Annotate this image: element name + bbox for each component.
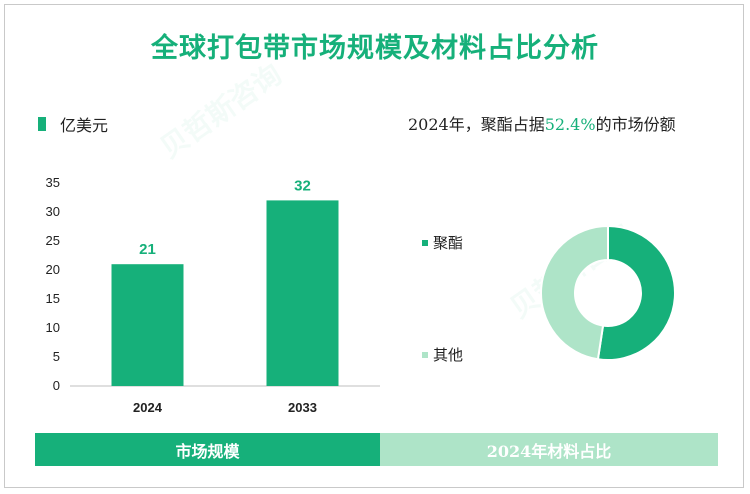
donut-slice (596, 224, 676, 361)
bar-chart: 0 5 10 15 20 25 30 35 21 2024 32 2033 (46, 175, 380, 415)
y-tick-label: 20 (46, 262, 60, 277)
y-tick-label: 0 (53, 378, 60, 393)
pie-legend-item-polyester: 聚酯 (422, 232, 463, 253)
pie-legend-label: 聚酯 (433, 234, 464, 252)
y-tick-label: 25 (46, 233, 60, 248)
y-tick-label: 35 (46, 175, 60, 190)
unit-legend-swatch (38, 117, 46, 131)
tab-market-size[interactable]: 市场规模 (35, 433, 380, 466)
donut-title-prefix: 2024年，聚酯占据 (408, 115, 545, 134)
page-title: 全球打包带市场规模及材料占比分析 (151, 33, 599, 64)
y-tick-label: 10 (46, 320, 60, 335)
bar-value-label: 32 (294, 177, 311, 194)
bar (111, 264, 184, 386)
bar (266, 200, 339, 386)
y-tick-label: 30 (46, 204, 60, 219)
bar-value-label: 21 (139, 241, 156, 258)
y-tick-label: 15 (46, 291, 60, 306)
donut-slice (540, 224, 609, 361)
unit-legend-label: 亿美元 (60, 116, 109, 135)
unit-legend: 亿美元 (38, 112, 108, 136)
donut-title-pct: 52.4% (544, 115, 596, 134)
pie-legend-dot (422, 351, 428, 358)
donut-title-suffix: 的市场份额 (595, 115, 676, 134)
x-tick-label: 2033 (288, 400, 317, 415)
y-tick-label: 5 (53, 349, 60, 364)
x-tick-label: 2024 (133, 400, 163, 415)
pie-legend-item-other: 其他 (422, 344, 463, 365)
donut-title: 2024年，聚酯占据52.4%的市场份额 (408, 111, 676, 135)
pie-legend-label: 其他 (433, 346, 464, 364)
tab-material-share[interactable]: 2024年材料占比 (380, 433, 718, 466)
pie-legend-dot (422, 239, 428, 246)
donut-chart (540, 224, 676, 361)
